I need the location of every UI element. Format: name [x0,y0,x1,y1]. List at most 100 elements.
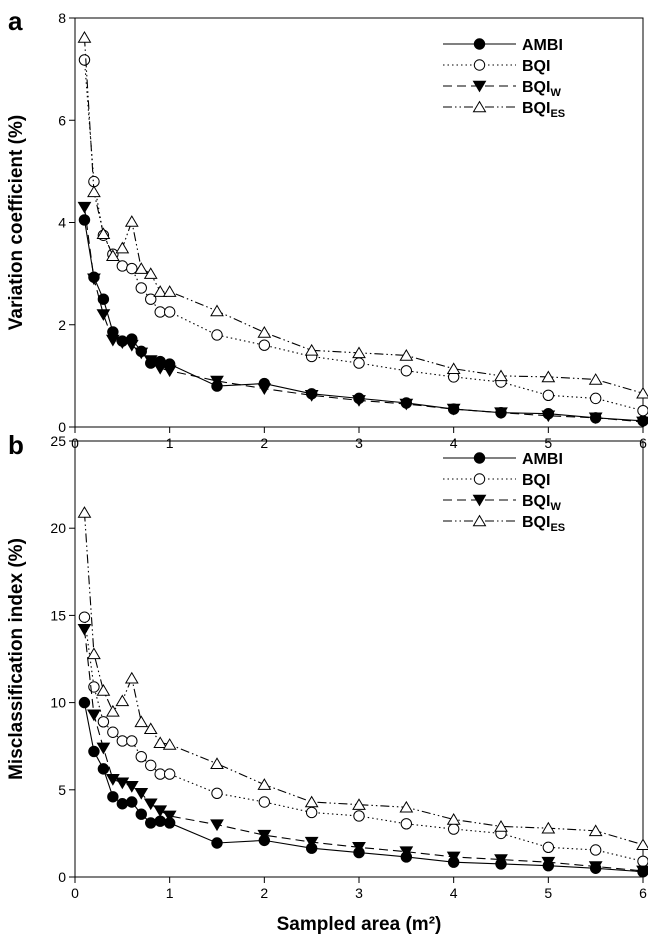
data-point-bqi-w [304,836,319,849]
data-point-bqi-es [153,285,168,297]
data-point-bqi-es [143,722,158,735]
data-point-bqi-es [115,694,130,707]
data-point-bqi-es [304,795,319,808]
data-point-bqi-es [87,647,101,660]
data-point-bqi [589,844,602,856]
series-line-bqi-w [83,629,644,872]
data-point-ambi [145,817,157,829]
data-point-bqi-w [124,339,139,352]
legend-label: BQI [522,472,550,489]
legend-marker [473,452,486,464]
data-point-bqi-es [588,373,603,385]
data-point-bqi-es [96,684,111,696]
legend-entry-bqi-w: BQIW [443,493,561,513]
legend-entry-bqi: BQI [443,58,550,75]
y-tick-label: 4 [58,215,66,231]
data-point-bqi-w [541,856,556,869]
data-point-bqi [637,855,648,868]
data-point-bqi [400,365,413,377]
data-point-bqi [258,339,271,351]
data-point-bqi-w [143,355,158,367]
data-point-ambi [135,808,147,820]
data-point-bqi-w [96,309,111,321]
data-point-bqi-es [124,215,139,227]
y-axis-title: Variation coefficient (%) [6,115,27,330]
x-tick-label: 1 [166,885,174,901]
data-point-bqi-es [636,386,648,399]
panel-letter: b [8,430,24,460]
data-point-bqi [97,716,110,728]
series-bqi [78,611,648,868]
data-point-bqi-w [210,819,224,832]
data-point-bqi-w [541,410,556,423]
y-tick-label: 10 [50,695,66,711]
data-point-bqi-w [636,865,648,878]
data-point-bqi-es [257,778,272,790]
data-point-bqi-es [352,798,366,810]
series-line-ambi [83,219,644,422]
data-point-bqi-w [588,412,603,425]
legend-marker [472,80,487,93]
legend-label: BQI [522,58,550,75]
series-ambi [78,214,648,427]
legend-marker [472,100,487,113]
series-line-bqi-es [83,512,644,846]
y-tick-label: 2 [58,317,66,333]
legend-entry-bqi-es: BQIES [443,514,565,534]
data-point-bqi [135,282,147,294]
series-line-ambi [83,702,644,873]
legend-marker [472,514,487,527]
panel-letter: a [8,6,23,36]
data-point-bqi-es [153,736,168,749]
data-point-bqi [305,806,318,819]
data-point-ambi [78,696,91,709]
data-point-bqi-w [96,742,111,755]
legend-label: AMBI [522,451,563,468]
data-point-bqi-es [96,227,111,240]
data-point-bqi [154,768,166,780]
series-ambi [78,696,648,878]
data-point-bqi-es [446,362,461,375]
y-tick-label: 5 [58,782,66,798]
data-point-ambi [78,214,91,226]
data-point-bqi-es [143,267,158,279]
data-point-bqi [447,823,460,835]
data-point-bqi-es [257,326,272,338]
x-tick-label: 4 [450,885,458,901]
data-point-bqi-w [257,383,272,396]
y-tick-label: 0 [58,419,66,435]
data-point-bqi-es [210,757,224,769]
legend-marker [473,473,486,485]
data-point-bqi-es [494,369,508,382]
series-line-bqi-w [83,207,644,423]
data-point-bqi-w [399,398,414,411]
data-point-bqi-es [87,185,101,198]
data-point-bqi [116,735,129,747]
legend-marker [473,38,486,50]
data-point-bqi-w [494,854,508,866]
data-point-bqi-w [153,362,168,375]
data-point-bqi [211,329,223,341]
x-tick-label: 3 [355,885,363,901]
data-point-bqi-w [304,390,319,402]
legend-entry-bqi-w: BQIW [443,79,561,99]
data-point-bqi-w [134,347,149,360]
data-point-bqi [353,357,365,369]
data-point-bqi-w [257,829,272,842]
data-point-bqi-es [636,838,648,851]
series-bqi-es [77,31,648,399]
x-tick-label: 0 [71,885,79,901]
data-point-bqi-es [210,304,224,317]
data-point-bqi [126,735,138,747]
data-point-bqi-es [162,285,177,297]
y-tick-label: 0 [58,869,66,885]
data-point-bqi-w [143,798,158,811]
data-point-bqi [353,810,365,822]
data-point-bqi [400,818,413,830]
legend-label: AMBI [522,37,563,54]
data-point-bqi [78,54,91,66]
data-point-bqi [211,787,223,799]
data-point-bqi [542,841,555,854]
